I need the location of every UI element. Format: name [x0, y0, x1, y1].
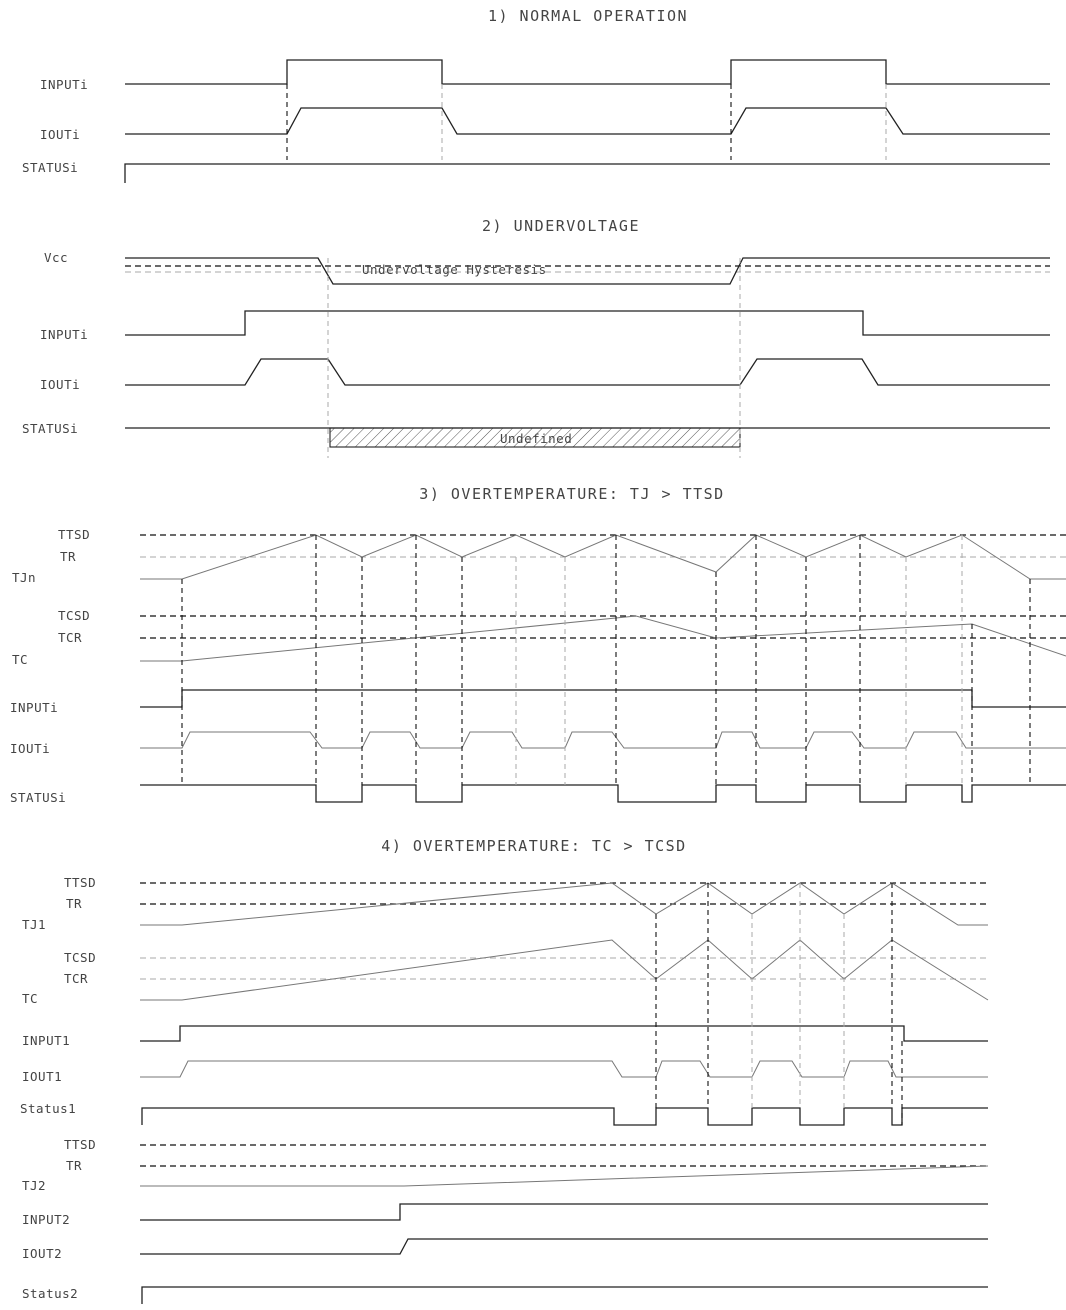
- label-tc: TC: [22, 991, 38, 1006]
- label-ttsd: TTSD: [64, 875, 96, 890]
- label-status2: Status2: [22, 1286, 78, 1301]
- waveform-vcc: [125, 257, 1050, 285]
- waveform-tc: [140, 615, 1066, 662]
- label-tj2: TJ2: [22, 1178, 46, 1193]
- label-status1: Status1: [20, 1101, 76, 1116]
- waveform-iout: [140, 731, 1066, 749]
- label-tjn: TJn: [12, 570, 36, 585]
- waveform-input2: [140, 1203, 988, 1221]
- section-overtemperature-junction: 3) OVERTEMPERATURE: TJ > TTSD TTSD TR TJ…: [10, 485, 1066, 805]
- label-iout: IOUTi: [10, 741, 50, 756]
- label-vcc: Vcc: [44, 250, 68, 265]
- label-tr2: TR: [66, 1158, 82, 1173]
- waveform-status: [124, 163, 1050, 183]
- label-input2: INPUT2: [22, 1212, 70, 1227]
- label-iout1: IOUT1: [22, 1069, 62, 1084]
- waveform-input1: [140, 1025, 988, 1042]
- waveform-tj2: [140, 1165, 989, 1187]
- section-undervoltage: 2) UNDERVOLTAGE Vcc INPUTi IOUTi STATUSi…: [22, 217, 1050, 458]
- label-tcsd: TCSD: [64, 950, 96, 965]
- label-ttsd2: TTSD: [64, 1137, 96, 1152]
- label-iout: IOUTi: [40, 377, 80, 392]
- waveform-tc: [140, 939, 989, 1001]
- section-title-ot-junction: 3) OVERTEMPERATURE: TJ > TTSD: [419, 485, 724, 503]
- label-input: INPUTi: [40, 327, 88, 342]
- section-title-undervoltage: 2) UNDERVOLTAGE: [482, 217, 640, 235]
- timing-markers: [286, 84, 887, 160]
- label-tc: TC: [12, 652, 28, 667]
- waveform-iout2: [140, 1238, 988, 1255]
- label-tr: TR: [60, 549, 76, 564]
- waveform-status: [140, 784, 1066, 803]
- section-normal-operation: 1) NORMAL OPERATION INPUTi IOUTi STATUSi: [22, 7, 1050, 183]
- label-tcsd: TCSD: [58, 608, 90, 623]
- label-ttsd: TTSD: [58, 527, 90, 542]
- waveform-iout: [125, 358, 1050, 386]
- label-tj1: TJ1: [22, 917, 46, 932]
- undefined-note: Undefined: [500, 431, 572, 446]
- label-tcr: TCR: [64, 971, 88, 986]
- waveform-iout1: [140, 1060, 988, 1078]
- waveform-input: [125, 310, 1050, 336]
- waveform-status2: [141, 1286, 988, 1304]
- timing-markers: [181, 535, 1031, 785]
- section-overtemperature-case: 4) OVERTEMPERATURE: TC > TCSD TTSD TR TJ…: [20, 837, 989, 1304]
- section-title-normal: 1) NORMAL OPERATION: [488, 7, 688, 25]
- label-status: STATUSi: [22, 160, 78, 175]
- waveform-input: [125, 59, 1050, 85]
- hysteresis-note: Undervoltage Hysteresis: [362, 262, 547, 277]
- label-status: STATUSi: [22, 421, 78, 436]
- label-iout: IOUTi: [40, 127, 80, 142]
- timing-markers: [327, 258, 741, 458]
- label-tr: TR: [66, 896, 82, 911]
- label-input: INPUTi: [40, 77, 88, 92]
- waveform-input: [140, 689, 1066, 708]
- label-tcr: TCR: [58, 630, 82, 645]
- timing-markers: [655, 883, 903, 1125]
- label-input1: INPUT1: [22, 1033, 70, 1048]
- label-iout2: IOUT2: [22, 1246, 62, 1261]
- label-status: STATUSi: [10, 790, 66, 805]
- waveform-status1: [141, 1107, 988, 1126]
- undefined-region: [329, 427, 741, 448]
- section-title-ot-case: 4) OVERTEMPERATURE: TC > TCSD: [381, 837, 686, 855]
- waveform-iout: [125, 107, 1050, 135]
- label-input: INPUTi: [10, 700, 58, 715]
